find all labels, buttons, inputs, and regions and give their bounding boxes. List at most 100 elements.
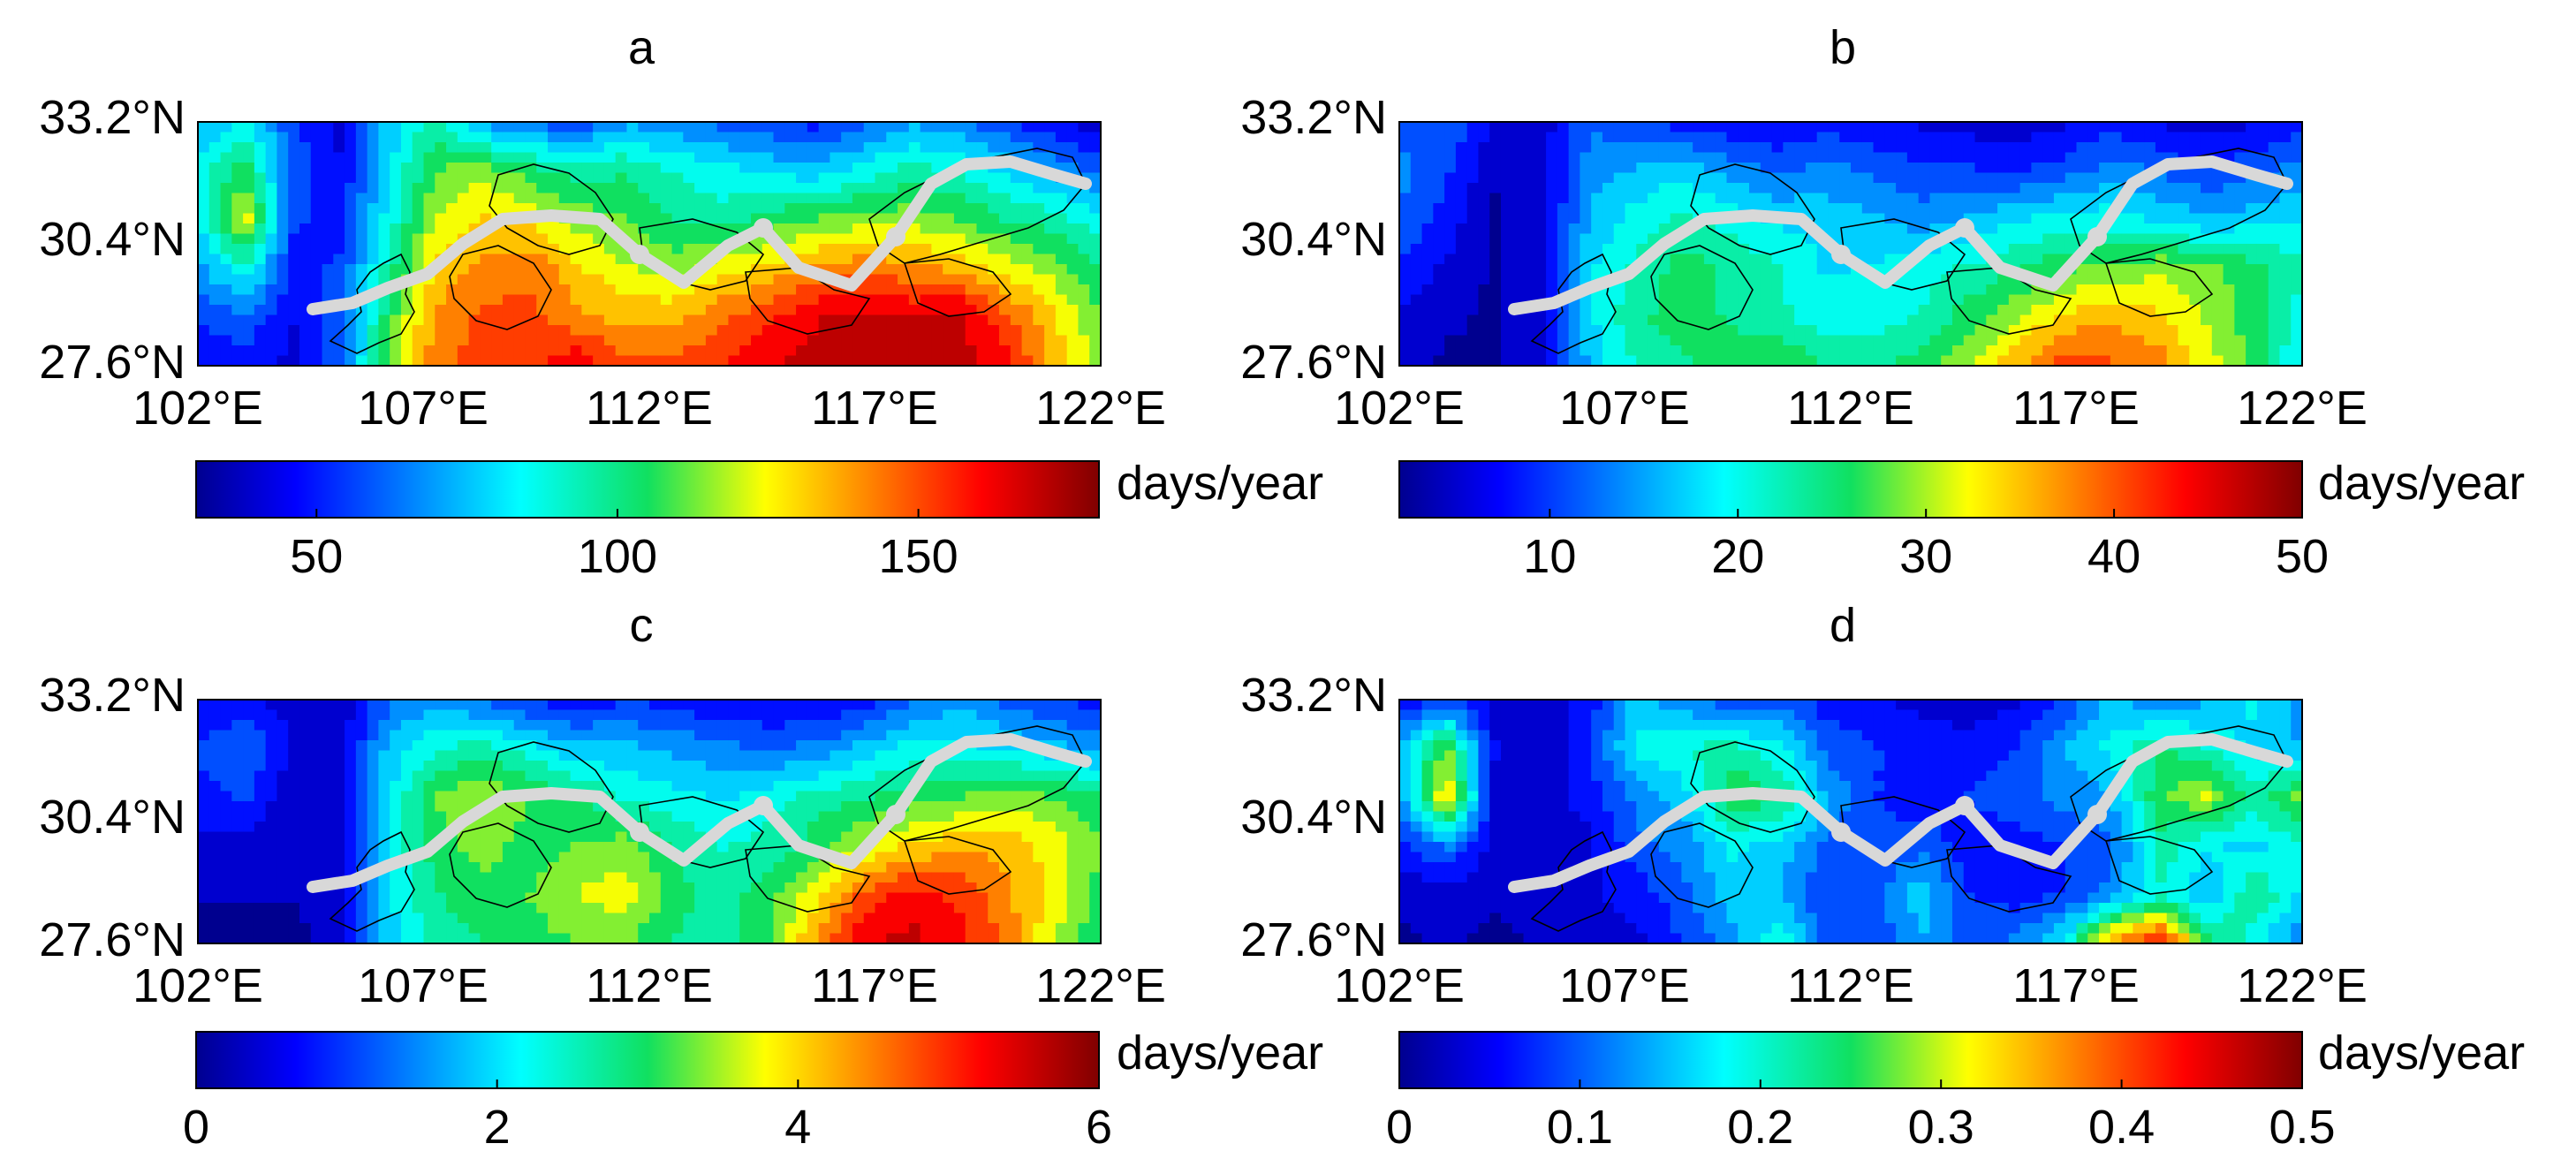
map-cell	[773, 183, 785, 194]
map-cell	[513, 305, 527, 316]
map-cell	[1546, 355, 1558, 367]
map-cell	[1534, 132, 1547, 143]
map-cell	[1749, 152, 1762, 163]
map-cell	[2178, 274, 2190, 285]
map-cell	[231, 172, 244, 184]
map-cell	[423, 700, 436, 711]
map-cell	[1805, 284, 1818, 296]
map-cell	[446, 730, 458, 741]
map-cell	[548, 720, 560, 731]
map-cell	[1906, 142, 1920, 154]
map-cell	[2166, 172, 2179, 184]
map-cell	[355, 314, 368, 326]
map-cell	[254, 264, 267, 276]
map-cell	[570, 122, 582, 133]
map-cell	[2031, 335, 2043, 346]
map-cell	[1066, 244, 1080, 255]
map-cell	[468, 284, 481, 296]
map-cell	[468, 152, 481, 163]
map-cell	[953, 132, 966, 143]
map-cell	[626, 264, 639, 276]
map-cell	[400, 193, 413, 204]
map-cell	[773, 750, 785, 761]
map-cell	[1929, 355, 1942, 367]
map-cell	[1613, 345, 1626, 357]
map-cell	[1089, 294, 1102, 306]
map-cell	[750, 122, 763, 133]
map-cell	[1861, 193, 1875, 204]
map-cell	[1010, 122, 1023, 133]
map-cell	[581, 811, 594, 822]
map-cell	[400, 811, 413, 822]
map-cell	[1625, 335, 1637, 346]
map-cell	[931, 770, 943, 782]
map-cell	[322, 223, 334, 235]
map-cell	[593, 152, 605, 163]
map-cell	[1861, 132, 1875, 143]
map-cell	[288, 770, 300, 782]
map-cell	[480, 122, 492, 133]
map-cell	[198, 822, 210, 833]
map-cell	[220, 233, 232, 245]
map-cell	[1986, 193, 1998, 204]
map-cell	[671, 822, 684, 833]
map-cell	[1021, 172, 1034, 184]
map-cell	[2279, 213, 2292, 224]
map-cell	[435, 122, 447, 133]
map-cell	[694, 172, 707, 184]
map-cell	[2246, 274, 2258, 285]
map-cell	[322, 244, 334, 255]
map-cell	[367, 203, 380, 215]
map-cell	[852, 761, 865, 772]
map-cell	[491, 770, 504, 782]
map-cell	[435, 750, 447, 761]
map-cell	[784, 700, 797, 711]
map-cell	[502, 811, 515, 822]
map-cell	[548, 325, 560, 337]
map-cell	[1523, 172, 1535, 184]
map-cell	[2201, 203, 2213, 215]
map-cell	[502, 831, 515, 843]
map-cell	[1771, 284, 1784, 296]
map-cell	[299, 203, 312, 215]
map-cell	[446, 345, 458, 357]
map-cell	[1534, 284, 1547, 296]
map-cell	[446, 203, 458, 215]
map-cell	[1523, 183, 1535, 194]
map-cell	[412, 172, 425, 184]
map-cell	[2087, 314, 2100, 326]
map-cell	[1455, 203, 1468, 215]
map-cell	[220, 172, 232, 184]
map-cell	[761, 709, 775, 721]
map-cell	[491, 233, 504, 245]
map-cell	[1963, 305, 1976, 316]
map-cell	[1433, 335, 1445, 346]
map-cell	[739, 345, 752, 357]
map-cell	[288, 750, 300, 761]
map-cell	[1466, 355, 1480, 367]
map-cell	[863, 172, 876, 184]
map-cell	[807, 142, 820, 154]
map-cell	[1033, 770, 1045, 782]
map-cell	[1613, 223, 1626, 235]
map-cell	[1816, 294, 1830, 306]
map-cell	[243, 122, 255, 133]
map-cell	[1636, 284, 1648, 296]
map-cell	[2099, 132, 2111, 143]
map-cell	[1078, 152, 1090, 163]
map-cell	[1568, 274, 1581, 285]
map-cell	[2110, 233, 2123, 245]
map-cell	[761, 254, 775, 265]
map-cell	[1783, 254, 1795, 265]
map-cell	[2087, 163, 2100, 174]
map-cell	[581, 132, 594, 143]
map-cell	[716, 274, 730, 285]
map-cell	[593, 831, 605, 843]
map-cell	[1805, 163, 1818, 174]
map-cell	[265, 172, 278, 184]
map-cell	[2144, 193, 2156, 204]
map-cell	[683, 223, 695, 235]
map-cell	[277, 294, 289, 306]
map-cell	[1613, 305, 1626, 316]
